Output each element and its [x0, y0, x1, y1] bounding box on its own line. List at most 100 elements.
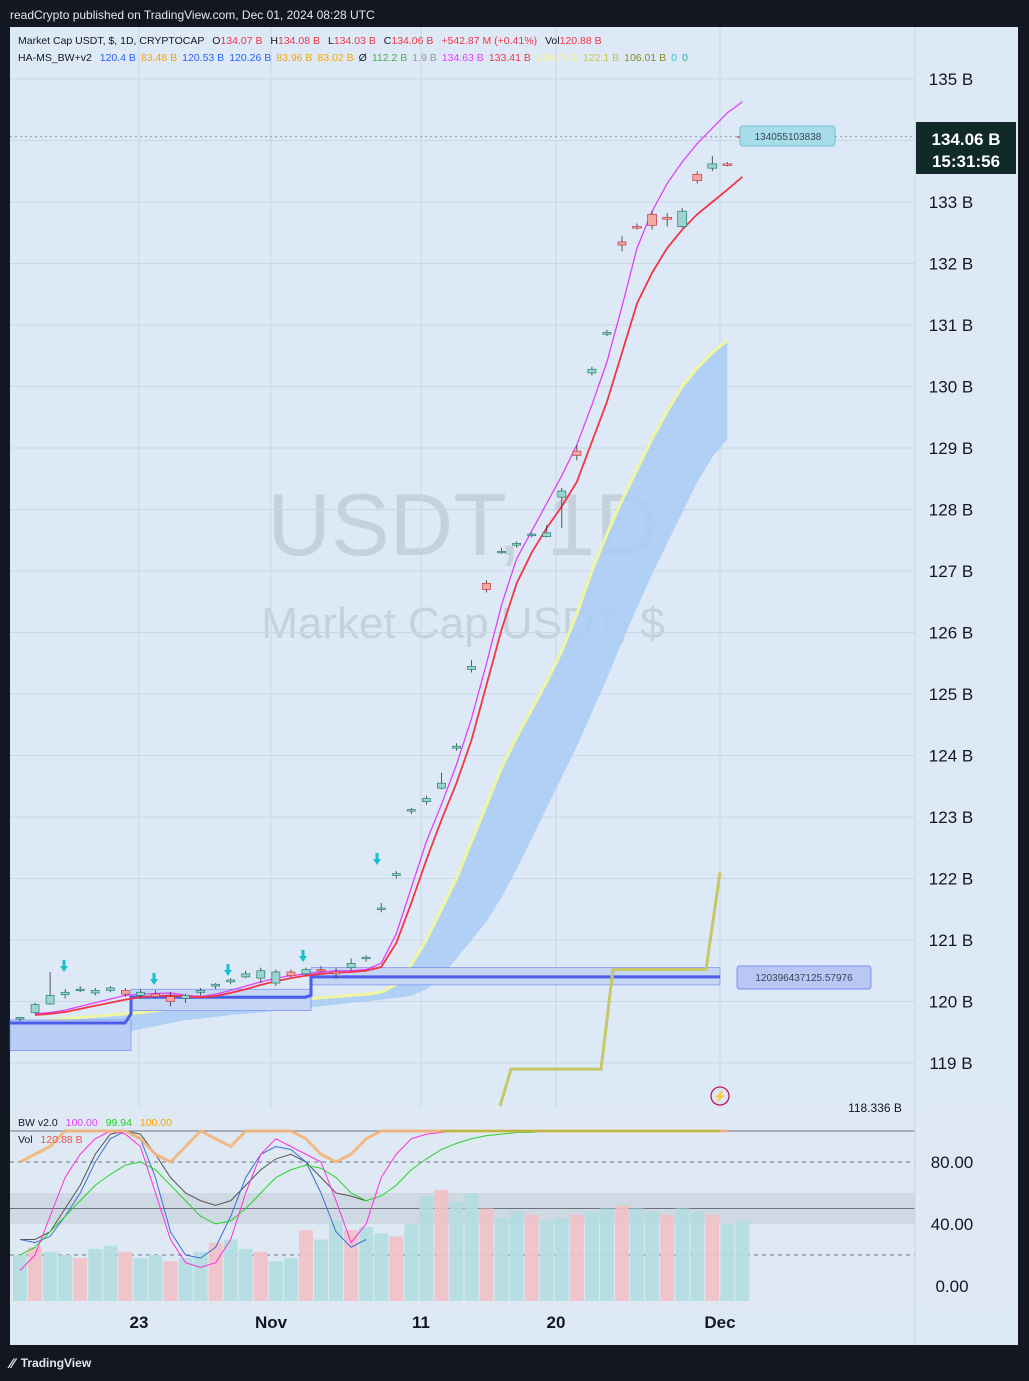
- indicator-value-15: 0: [682, 52, 688, 64]
- volume-bar: [344, 1230, 359, 1301]
- support-step-line: [10, 975, 720, 1025]
- main-legend: Market Cap USDT, $, 1D, CRYPTOCAP O134.0…: [18, 35, 607, 47]
- price-tick-label: 132 B: [929, 255, 973, 274]
- volume-bar: [599, 1208, 614, 1301]
- cloud-band: [50, 340, 728, 1039]
- candle-body: [467, 665, 476, 670]
- legend-low: L134.03 B: [327, 35, 376, 47]
- candle: [15, 1016, 25, 1022]
- legend-high: H134.08 B: [270, 35, 321, 47]
- candle: [422, 795, 431, 805]
- vol-label: Vol: [18, 1134, 33, 1146]
- candle-body: [452, 745, 461, 749]
- candle: [136, 989, 145, 999]
- candle-body: [572, 450, 582, 456]
- indicator-value-9: 134.63 B: [441, 52, 484, 64]
- candle-body: [406, 809, 416, 812]
- candle-body: [211, 983, 220, 987]
- indicator-value-12: 122.1 B: [582, 52, 620, 64]
- volume-bar: [569, 1214, 584, 1301]
- price-tick-label: 121 B: [929, 931, 973, 950]
- price-tick-label: 124 B: [929, 747, 973, 766]
- candle: [120, 987, 130, 997]
- indicator-legend: HA-MS_BW+v2 120.4 B 83.48 B 120.53 B 120.26…: [18, 52, 693, 64]
- volume-bar: [524, 1214, 539, 1301]
- volume-bar: [615, 1205, 629, 1301]
- indicator-name: HA-MS_BW+v2: [18, 52, 92, 64]
- current-annotation-box: [739, 125, 836, 147]
- partial-tick-label: 118.336 B: [848, 1101, 902, 1115]
- candle: [301, 967, 311, 976]
- indicator-value-2: 120.53 B: [182, 52, 225, 64]
- volume-bar: [13, 1255, 27, 1301]
- candle: [542, 524, 552, 538]
- volume-bar: [675, 1208, 690, 1301]
- osc-dark-line: [20, 1130, 367, 1240]
- candle-body: [542, 532, 552, 537]
- support-annotation-text: 120396437125.57976: [755, 973, 853, 984]
- signal-arrow-icon: [373, 853, 381, 865]
- volume-bar: [223, 1239, 238, 1301]
- osc-tick-label: 80.00: [931, 1153, 974, 1172]
- footer-brand[interactable]: ⁄∕ TradingView: [10, 1355, 91, 1371]
- time-tick-label: 20: [547, 1313, 566, 1332]
- price-tick-label: 127 B: [929, 562, 973, 581]
- volume-bar: [193, 1251, 208, 1301]
- candle-body: [301, 969, 311, 975]
- time-tick-label: 11: [412, 1313, 430, 1332]
- volume-bar: [735, 1220, 750, 1301]
- candle-body: [256, 970, 266, 979]
- osc-tick-label: 0.00: [935, 1277, 968, 1296]
- candle-body: [391, 873, 401, 876]
- vol-legend: Vol 120.88 B: [18, 1134, 88, 1146]
- price-tick-label: 135 B: [929, 70, 973, 89]
- candle: [572, 444, 582, 461]
- volume-bar: [479, 1208, 494, 1301]
- candle-body: [15, 1017, 25, 1020]
- candle-body: [286, 971, 296, 977]
- signal-arrow-icon: [150, 973, 158, 985]
- legend-volume: Vol120.88 B: [545, 35, 602, 47]
- candle-body: [90, 990, 100, 994]
- candle-body: [692, 173, 703, 181]
- price-tick-label: 131 B: [929, 316, 973, 335]
- publisher-caption: readCrypto published on TradingView.com,…: [10, 8, 375, 22]
- last-price-badge: [916, 122, 1016, 174]
- tradingview-logo-icon: ⁄∕: [10, 1355, 15, 1371]
- bw-value-1: 100.00: [65, 1117, 98, 1129]
- price-tick-label: 126 B: [929, 624, 973, 643]
- indicator-value-13: 106.01 B: [624, 52, 667, 64]
- indicator-value-14: 0: [671, 52, 677, 64]
- candle-body: [707, 163, 718, 169]
- candle: [90, 987, 100, 996]
- candle-body: [361, 956, 371, 960]
- candle-body: [722, 163, 733, 166]
- series-line-0: [34, 101, 743, 1015]
- candle: [557, 487, 567, 528]
- last-price-value: 134.06 B: [932, 130, 1001, 149]
- candle-body: [226, 979, 236, 983]
- indicator-value-7: 112.2 B: [371, 52, 408, 64]
- bw-legend: BW v2.0 100.00 99.94 100.00: [18, 1117, 177, 1129]
- signal-arrow-icon: [224, 964, 232, 976]
- candle-body: [527, 533, 537, 536]
- candle-body: [662, 217, 673, 220]
- candle: [467, 660, 476, 673]
- candle: [406, 807, 416, 814]
- volume-bar: [253, 1251, 268, 1301]
- candle: [196, 987, 205, 996]
- indicator-value-5: 83.02 B: [317, 52, 354, 64]
- volume-bar: [268, 1261, 283, 1301]
- candle-body: [60, 991, 70, 996]
- candle-body: [512, 542, 522, 546]
- candle-body: [166, 996, 175, 1002]
- volume-bar: [660, 1214, 675, 1301]
- candle-body: [151, 993, 160, 997]
- volume-bar: [329, 1220, 344, 1301]
- candle: [587, 366, 597, 376]
- candle: [391, 871, 401, 879]
- candle-body: [45, 994, 55, 1005]
- candle: [151, 990, 160, 999]
- candle-body: [346, 963, 356, 969]
